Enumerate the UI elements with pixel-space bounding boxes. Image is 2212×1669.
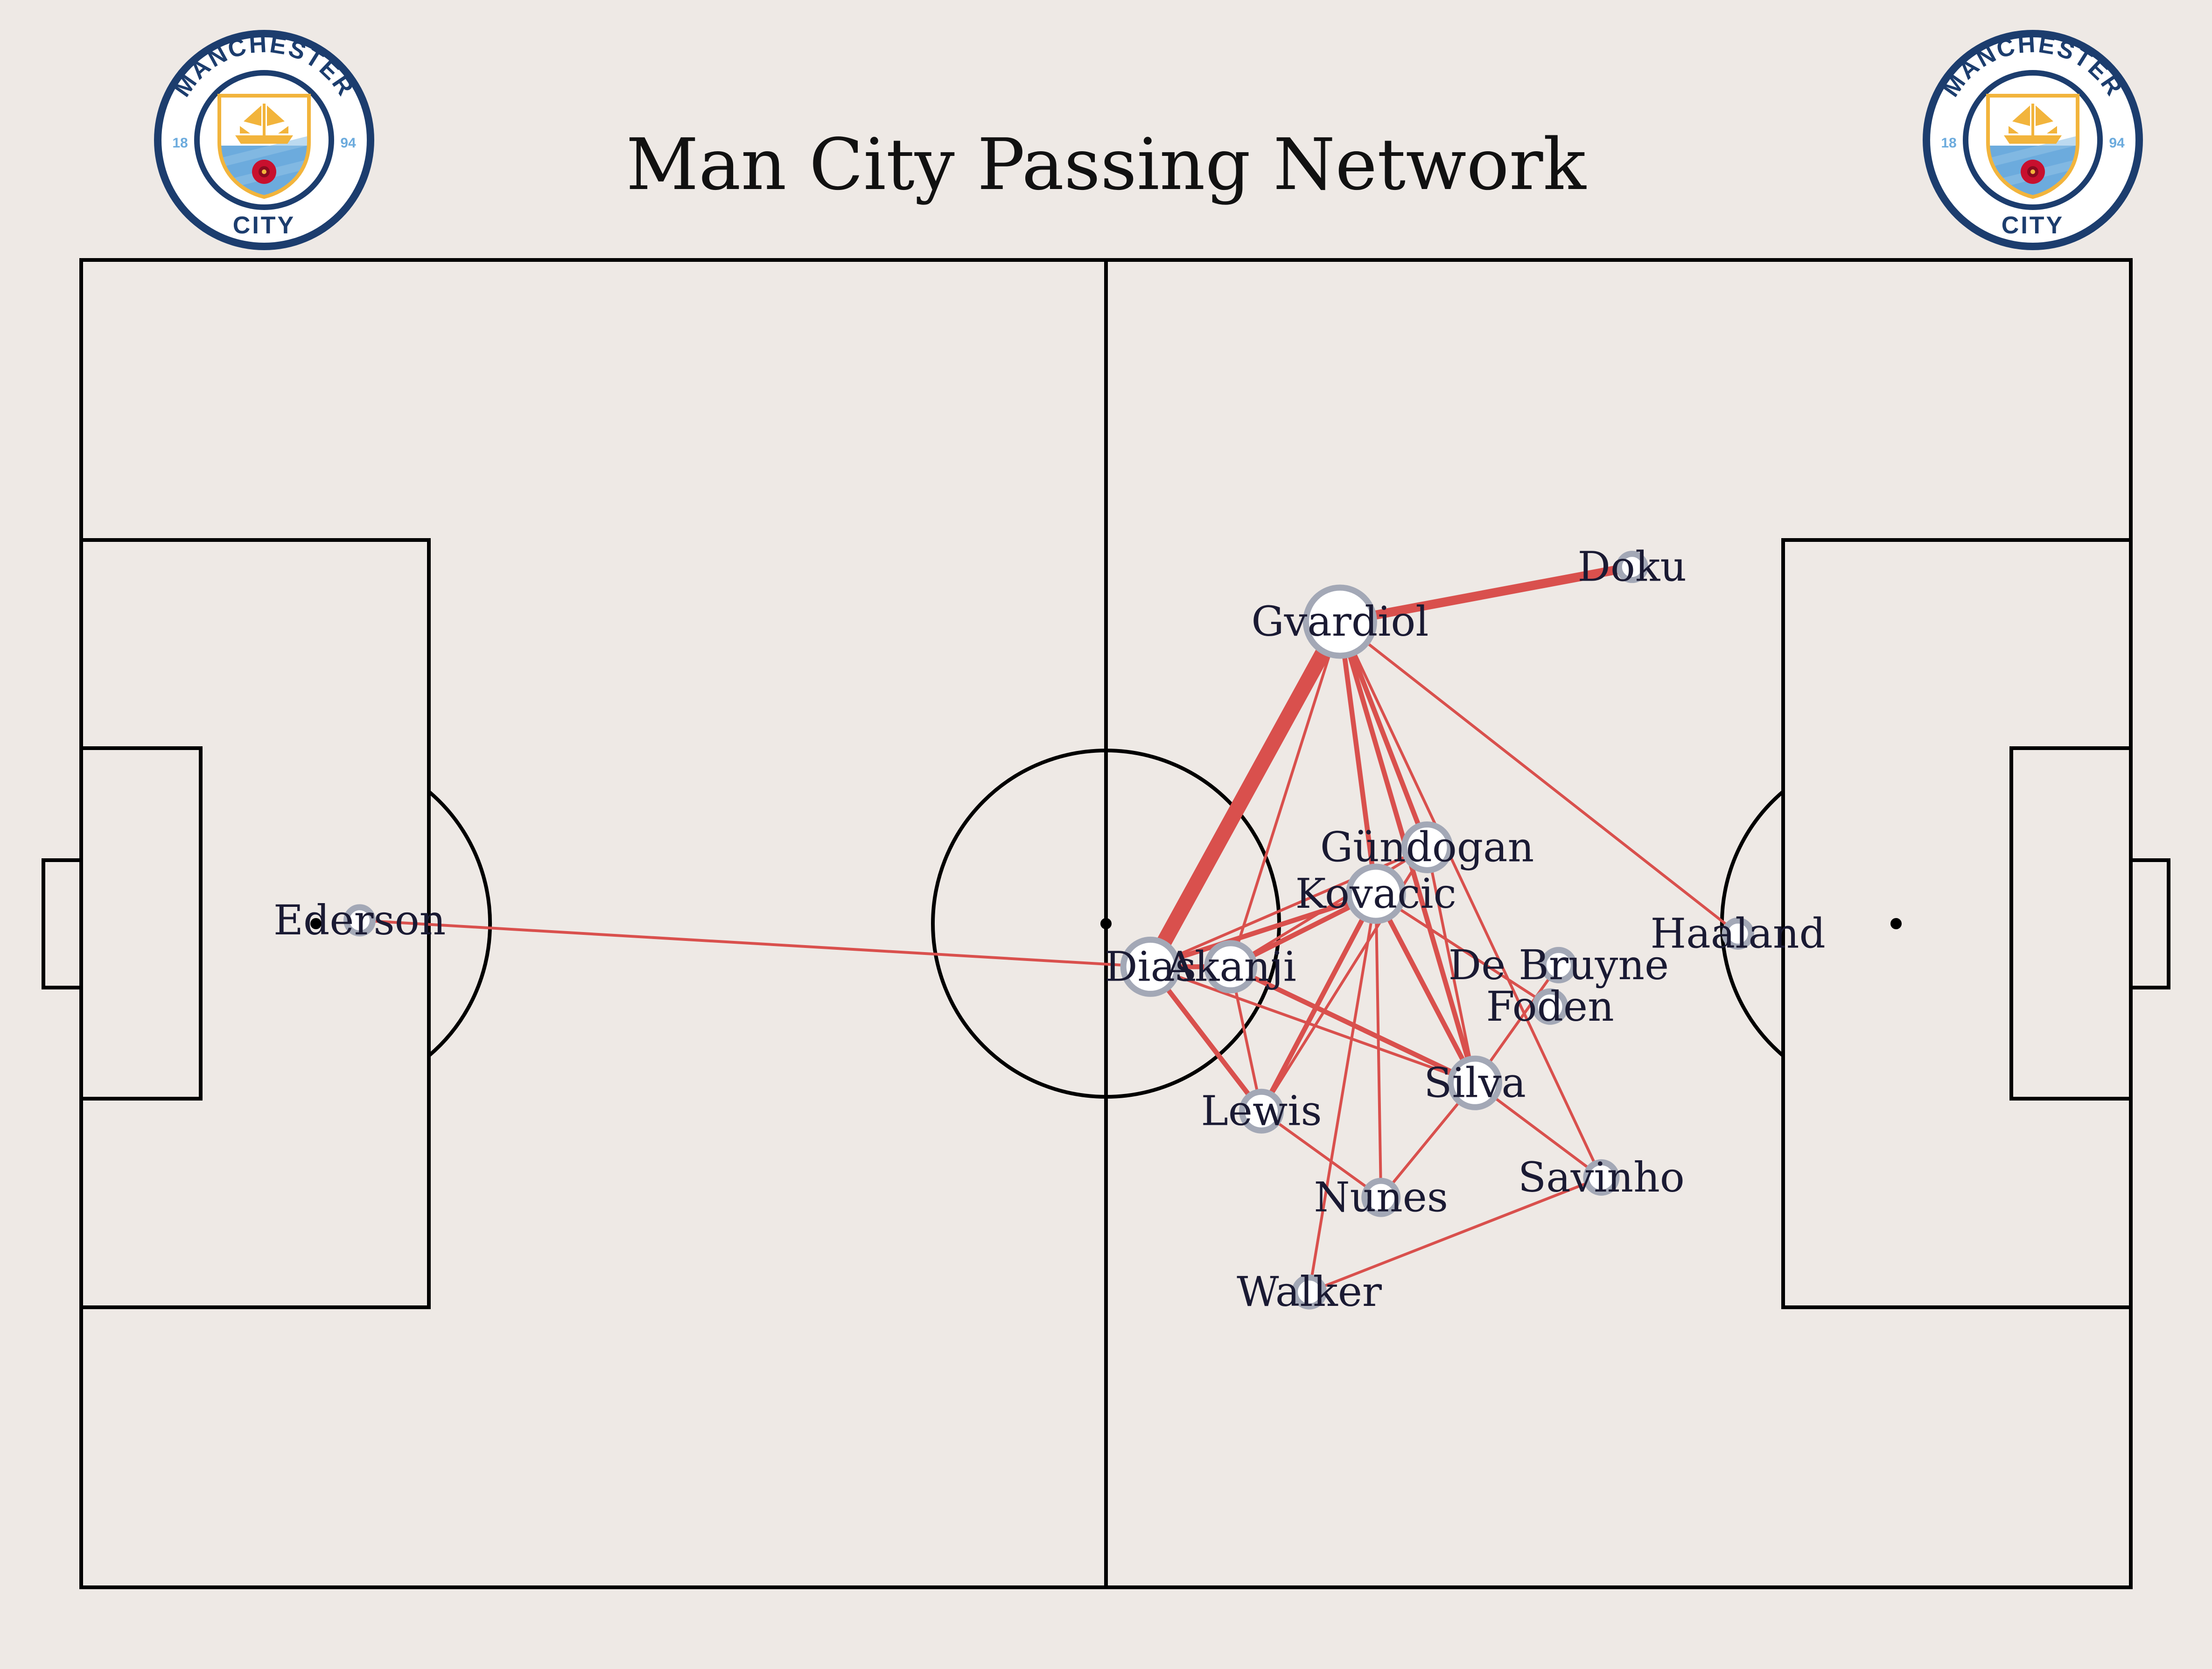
player-label-savinho: Savinho xyxy=(1518,1153,1685,1201)
player-label-foden: Foden xyxy=(1486,982,1614,1031)
svg-text:18: 18 xyxy=(172,135,188,151)
svg-text:18: 18 xyxy=(1941,135,1956,151)
player-label-kovacic: Kovacic xyxy=(1295,870,1456,918)
player-label-ederson: Ederson xyxy=(273,896,446,944)
player-node-gvardiol xyxy=(1302,584,1377,659)
pass-edge-lewis-nunes xyxy=(1260,1109,1383,1199)
player-node-dias xyxy=(1120,936,1181,997)
player-label-dias: Dias xyxy=(1105,942,1196,990)
pass-edge-kovacic-silva xyxy=(1373,891,1477,1086)
pass-edge-gvardiol-haaland xyxy=(1338,620,1740,935)
player-node-akanji xyxy=(1204,940,1258,994)
player-node-doku xyxy=(1616,551,1648,583)
player-node-kovacic xyxy=(1345,863,1406,924)
pass-edge-kovacic-walker xyxy=(1308,892,1378,1294)
player-node-silva xyxy=(1448,1055,1503,1110)
pass-edge-gvardiol-kovacic xyxy=(1337,619,1379,897)
player-node-haaland xyxy=(1722,917,1754,950)
player-label-walker: Walker xyxy=(1237,1268,1382,1316)
pass-edge-gvardiol-savinho xyxy=(1338,620,1603,1179)
player-label-haaland: Haaland xyxy=(1651,909,1826,957)
player-label-akanji: Akanji xyxy=(1164,942,1296,990)
centre-spot xyxy=(1100,918,1112,929)
pass-edge-dias-silva xyxy=(1149,965,1477,1085)
player-nodes xyxy=(343,551,1754,1310)
player-label-nunes: Nunes xyxy=(1314,1173,1448,1221)
svg-text:CITY: CITY xyxy=(2002,212,2064,239)
right-penalty-box xyxy=(1781,538,2133,1309)
pass-edge-dias-lewis xyxy=(1148,964,1264,1114)
chart-title: Man City Passing Network xyxy=(626,123,1587,206)
pass-edge-akanji-gundogan xyxy=(1229,846,1429,968)
man-city-crest-left: MANCHESTER CITY 18 94 xyxy=(154,30,374,250)
pass-edge-kovacic-nunes xyxy=(1374,892,1383,1199)
player-node-gundogan xyxy=(1401,821,1453,873)
pass-edge-gundogan-silva xyxy=(1426,846,1477,1085)
pass-edge-gvardiol-akanji xyxy=(1229,620,1342,968)
player-node-savinho xyxy=(1583,1159,1620,1196)
right-goal xyxy=(2129,858,2170,989)
player-node-debruyne xyxy=(1540,947,1577,983)
player-node-foden xyxy=(1532,988,1568,1025)
svg-text:CITY: CITY xyxy=(233,212,295,239)
player-label-gvardiol: Gvardiol xyxy=(1251,597,1428,645)
player-node-nunes xyxy=(1361,1178,1401,1217)
left-penalty-spot xyxy=(310,918,322,929)
player-node-lewis xyxy=(1239,1088,1284,1134)
pass-edges xyxy=(358,562,1740,1294)
player-node-walker xyxy=(1292,1274,1327,1310)
player-node-ederson xyxy=(343,904,376,937)
pass-edge-gvardiol-doku xyxy=(1335,562,1637,626)
left-goal xyxy=(42,858,83,989)
pass-edge-savinho-walker xyxy=(1308,1176,1603,1294)
pass-edge-ederson-dias xyxy=(358,919,1152,968)
pass-edge-kovacic-foden xyxy=(1374,892,1552,1008)
pass-edge-dias-gvardiol xyxy=(1142,614,1348,975)
right-six-yard-box xyxy=(2009,746,2133,1101)
pass-edge-kovacic-lewis xyxy=(1259,891,1379,1114)
svg-text:94: 94 xyxy=(2109,135,2125,151)
left-six-yard-box xyxy=(79,746,203,1101)
player-label-gundogan: Gündogan xyxy=(1320,823,1534,871)
svg-text:94: 94 xyxy=(340,135,356,151)
player-label-debruyne: De Bruyne xyxy=(1449,941,1669,989)
player-label-silva: Silva xyxy=(1424,1059,1526,1107)
pass-edge-gvardiol-gundogan xyxy=(1337,619,1430,850)
right-penalty-arc xyxy=(1720,790,1785,1058)
left-penalty-arc xyxy=(427,790,492,1058)
pass-edge-dias-kovacic xyxy=(1148,891,1379,969)
man-city-crest-right: MANCHESTER CITY 18 94 xyxy=(1923,30,2143,250)
player-label-lewis: Lewis xyxy=(1201,1087,1322,1135)
right-penalty-spot xyxy=(1890,918,1902,929)
player-label-doku: Doku xyxy=(1578,543,1687,591)
